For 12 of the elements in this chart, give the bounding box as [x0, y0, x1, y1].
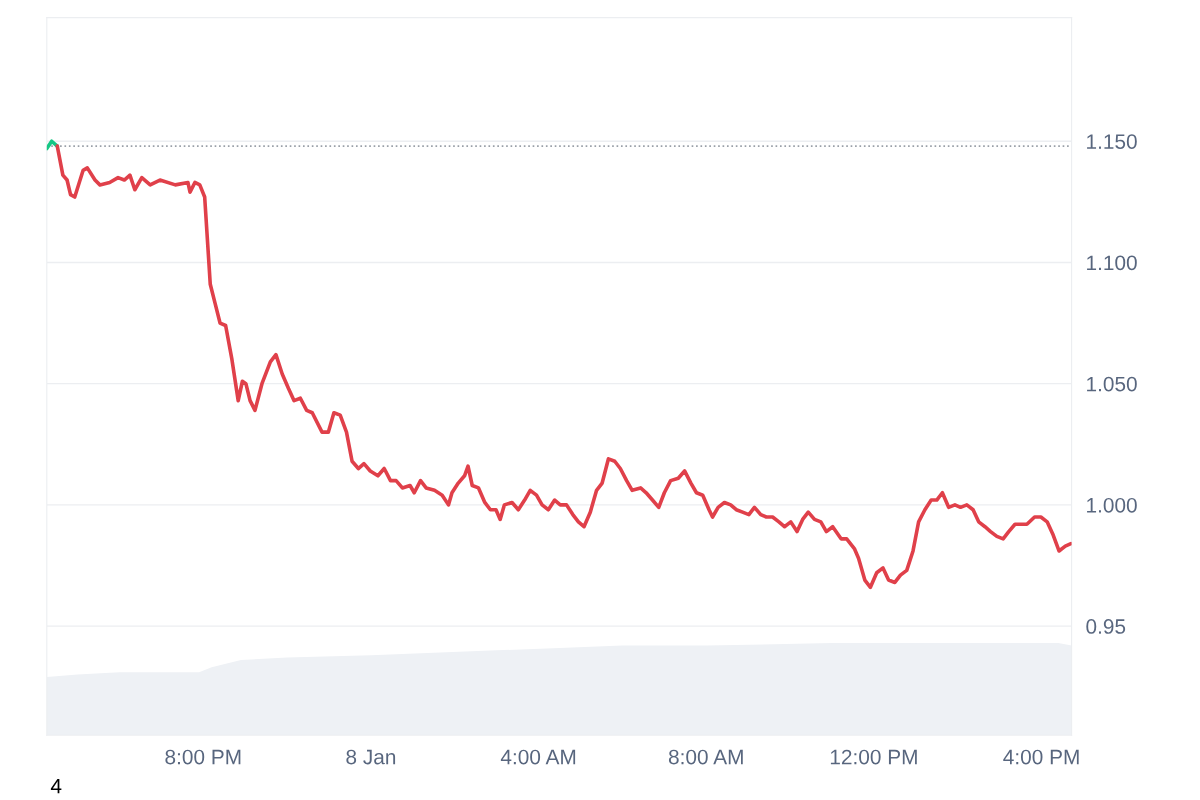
y-tick-label: 1.050 [1087, 376, 1137, 392]
x-tick-label: 8:00 PM [165, 749, 241, 765]
text: 4 [50, 778, 62, 794]
x-tick-label: 4:00 AM [500, 749, 576, 765]
x-tick-label: 8:00 AM [668, 749, 743, 765]
y-tick-label: 1.150 [1087, 134, 1137, 149]
y-tick-label: 1.100 [1087, 255, 1137, 271]
y-tick-label: 1.000 [1087, 497, 1137, 513]
y-tick-label: 0.95 [1086, 619, 1126, 634]
x-tick-label: 12:00 PM [830, 749, 917, 765]
x-tick-label: 8 Jan [346, 749, 396, 765]
x-tick-label: 4:00 PM [1003, 749, 1079, 765]
